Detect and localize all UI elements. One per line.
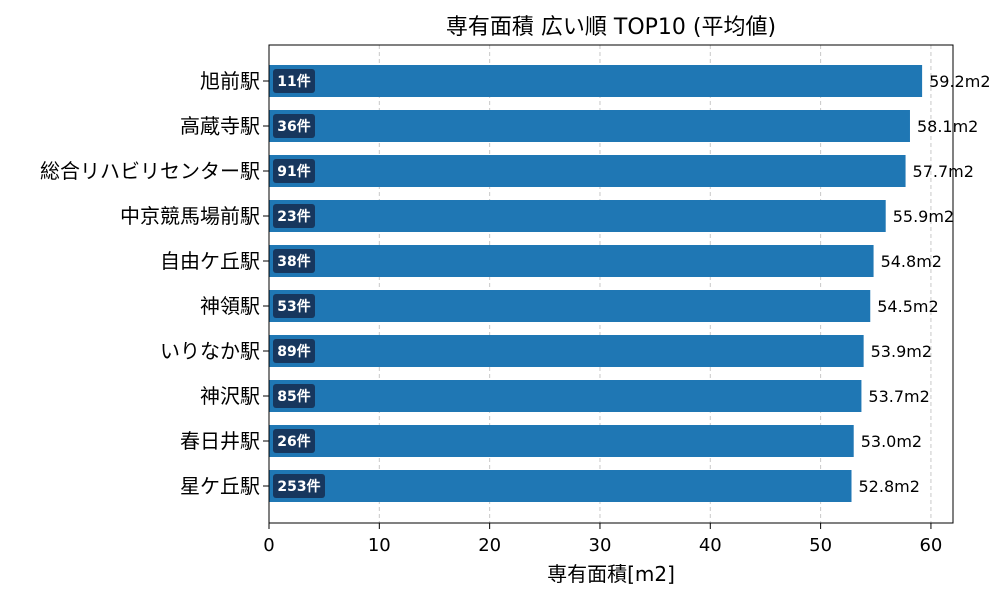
bar [269, 425, 854, 457]
value-label: 53.0m2 [861, 432, 922, 451]
value-label: 58.1m2 [917, 117, 978, 136]
x-tick-label: 10 [368, 535, 391, 556]
bar [269, 155, 906, 187]
y-category-label: 旭前駅 [200, 69, 260, 93]
count-badge-label: 11件 [277, 73, 310, 90]
x-tick-label: 50 [809, 535, 832, 556]
value-label: 59.2m2 [929, 72, 990, 91]
count-badge-label: 26件 [277, 433, 310, 450]
count-badge-label: 91件 [277, 163, 310, 180]
x-tick-label: 0 [263, 535, 274, 556]
x-axis-ticks: 0 10 20 30 40 50 60 [263, 523, 942, 556]
bars: 59.2m2 11件 58.1m2 36件 57.7m2 91件 55.9m2 23件 54.8… [269, 65, 991, 502]
count-badge [273, 114, 315, 138]
chart-title: 専有面積 広い順 TOP10 (平均値) [446, 15, 776, 40]
y-category-label: 高蔵寺駅 [180, 114, 260, 138]
x-tick-label: 60 [919, 535, 942, 556]
y-axis-labels: 旭前駅高蔵寺駅総合リハビリセンター駅中京競馬場前駅自由ケ丘駅神領駅いりなか駅神沢… [40, 69, 269, 498]
x-axis-label: 専有面積[m2] [547, 562, 675, 586]
value-label: 57.7m2 [913, 162, 974, 181]
value-label: 53.7m2 [868, 387, 929, 406]
y-category-label: いりなか駅 [160, 339, 260, 363]
count-badge-label: 85件 [277, 388, 310, 405]
value-label: 52.8m2 [859, 477, 920, 496]
count-badge-label: 38件 [277, 253, 310, 270]
count-badge [273, 249, 315, 273]
count-badge [273, 384, 315, 408]
bar [269, 245, 874, 277]
count-badge [273, 159, 315, 183]
y-category-label: 中京競馬場前駅 [120, 204, 260, 228]
count-badge [273, 339, 315, 363]
bar [269, 380, 862, 412]
bar [269, 200, 886, 232]
value-label: 53.9m2 [871, 342, 932, 361]
y-category-label: 春日井駅 [180, 429, 260, 453]
count-badge-label: 53件 [277, 298, 310, 315]
y-category-label: 総合リハビリセンター駅 [40, 159, 260, 183]
bar [269, 110, 910, 142]
count-badge-label: 253件 [277, 478, 320, 495]
bar [269, 335, 864, 367]
y-category-label: 星ケ丘駅 [180, 474, 260, 498]
value-label: 54.8m2 [881, 252, 942, 271]
x-tick-label: 20 [478, 535, 501, 556]
count-badge-label: 23件 [277, 208, 310, 225]
x-tick-label: 40 [699, 535, 722, 556]
count-badge-label: 36件 [277, 118, 310, 135]
count-badge-label: 89件 [277, 343, 310, 360]
count-badge [273, 294, 315, 318]
bar [269, 290, 871, 322]
count-badge [273, 429, 315, 453]
y-category-label: 神沢駅 [200, 384, 260, 408]
bar [269, 470, 852, 502]
count-badge [273, 69, 315, 93]
count-badge [273, 204, 315, 228]
bar [269, 65, 923, 97]
plot-frame [268, 44, 954, 524]
value-label: 55.9m2 [893, 207, 954, 226]
count-badge [273, 474, 325, 498]
value-label: 54.5m2 [877, 297, 938, 316]
y-category-label: 神領駅 [200, 294, 260, 318]
y-category-label: 自由ケ丘駅 [160, 249, 260, 273]
x-tick-label: 30 [589, 535, 612, 556]
